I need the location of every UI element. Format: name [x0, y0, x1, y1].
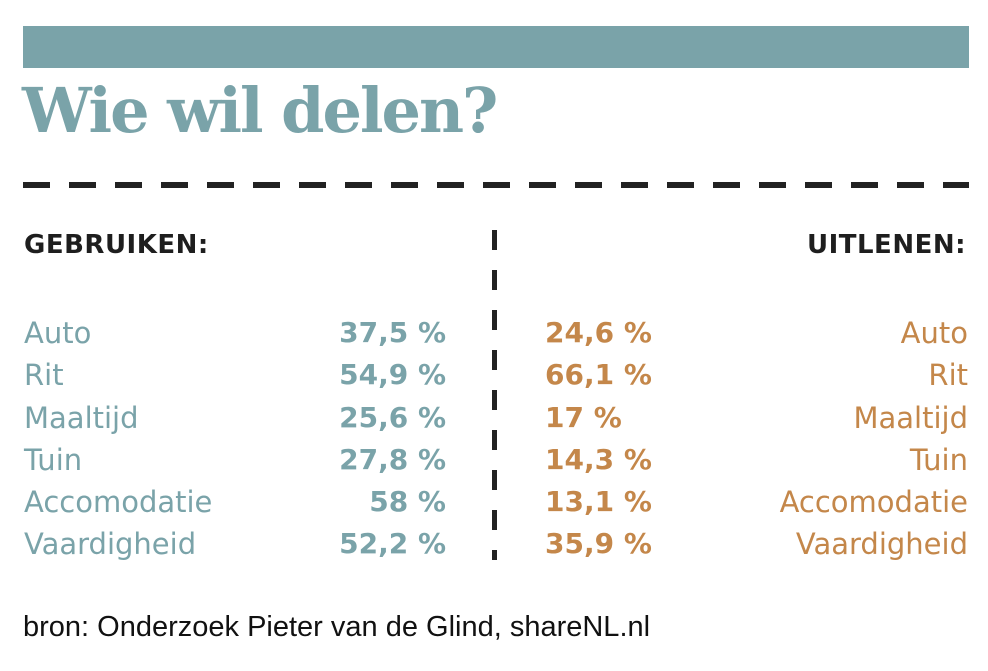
source-note: bron: Onderzoek Pieter van de Glind, sha… [23, 611, 651, 643]
uitlenen-label: Maaltijd [853, 400, 968, 435]
gebruiken-value: 58 % [369, 485, 446, 519]
gebruiken-value: 54,9 % [339, 358, 446, 392]
uitlenen-label: Vaardigheid [795, 527, 968, 562]
gebruiken-label: Maaltijd [24, 400, 139, 435]
gebruiken-label: Vaardigheid [24, 527, 197, 562]
gebruiken-row: Auto 37,5 % [24, 312, 446, 354]
gebruiken-row: Accomodatie 58 % [24, 481, 446, 523]
gebruiken-list: Auto 37,5 % Rit 54,9 % Maaltijd 25,6 % T… [24, 312, 446, 566]
uitlenen-label: Accomodatie [779, 485, 968, 520]
gebruiken-value: 25,6 % [339, 400, 446, 434]
gebruiken-label: Auto [24, 316, 92, 350]
chart-title: Wie wil delen? [22, 74, 498, 147]
uitlenen-value: 13,1 % [545, 485, 652, 519]
uitlenen-row: 24,6 % Auto [545, 312, 968, 354]
uitlenen-label: Tuin [909, 442, 968, 477]
gebruiken-row: Maaltijd 25,6 % [24, 397, 446, 439]
gebruiken-label: Tuin [24, 442, 83, 477]
uitlenen-row: 17 % Maaltijd [545, 397, 968, 439]
gebruiken-label: Rit [24, 358, 64, 393]
uitlenen-value: 66,1 % [545, 358, 652, 392]
uitlenen-row: 35,9 % Vaardigheid [545, 523, 968, 565]
uitlenen-value: 14,3 % [545, 442, 652, 476]
column-divider [492, 230, 497, 560]
uitlenen-value: 35,9 % [545, 527, 652, 561]
uitlenen-value: 17 % [545, 400, 622, 434]
header-band [23, 26, 969, 68]
uitlenen-value: 24,6 % [545, 316, 652, 349]
uitlenen-row: 66,1 % Rit [545, 354, 968, 396]
gebruiken-row: Tuin 27,8 % [24, 439, 446, 481]
uitlenen-label: Auto [900, 316, 968, 350]
uitlenen-label: Rit [928, 358, 968, 393]
gebruiken-value: 52,2 % [339, 527, 446, 561]
gebruiken-value: 37,5 % [339, 316, 446, 349]
gebruiken-value: 27,8 % [339, 442, 446, 476]
uitlenen-row: 13,1 % Accomodatie [545, 481, 968, 523]
uitlenen-heading: UITLENEN: [806, 230, 966, 260]
uitlenen-list: 24,6 % Auto 66,1 % Rit 17 % Maaltijd 14,… [545, 312, 968, 566]
gebruiken-row: Vaardigheid 52,2 % [24, 523, 446, 565]
gebruiken-row: Rit 54,9 % [24, 354, 446, 396]
dashed-rule [23, 182, 969, 188]
gebruiken-label: Accomodatie [24, 485, 213, 520]
uitlenen-row: 14,3 % Tuin [545, 439, 968, 481]
gebruiken-heading: GEBRUIKEN: [24, 230, 209, 260]
